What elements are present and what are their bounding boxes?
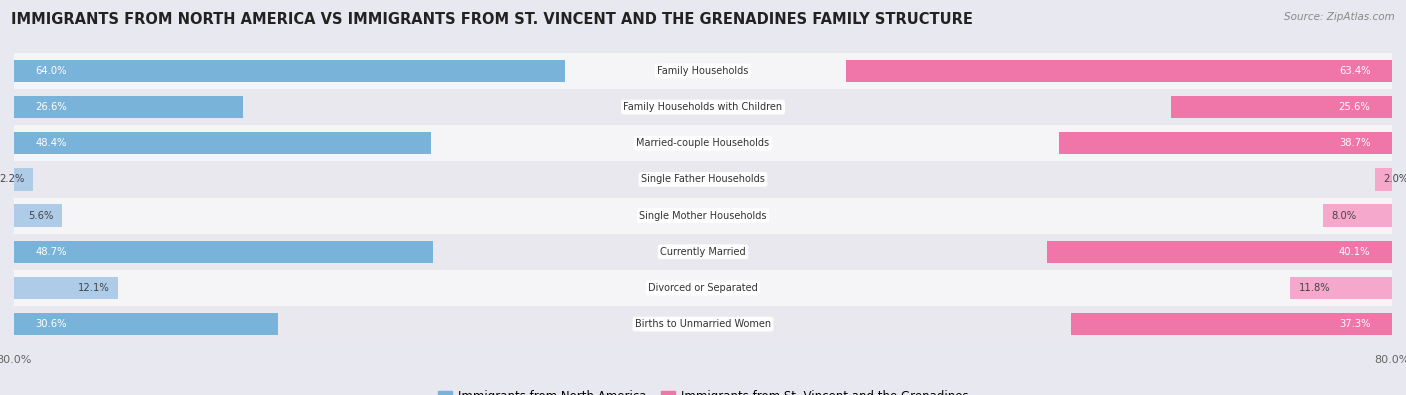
- Text: 48.4%: 48.4%: [35, 138, 67, 148]
- Text: Family Households: Family Households: [658, 66, 748, 76]
- Text: 48.7%: 48.7%: [35, 247, 67, 257]
- Bar: [1046, 241, 1392, 263]
- Bar: [14, 277, 118, 299]
- Text: 25.6%: 25.6%: [1339, 102, 1371, 112]
- Text: 37.3%: 37.3%: [1339, 319, 1371, 329]
- Text: 40.1%: 40.1%: [1339, 247, 1371, 257]
- Bar: [14, 125, 1392, 161]
- Text: 38.7%: 38.7%: [1339, 138, 1371, 148]
- Bar: [1323, 204, 1392, 227]
- Text: IMMIGRANTS FROM NORTH AMERICA VS IMMIGRANTS FROM ST. VINCENT AND THE GRENADINES : IMMIGRANTS FROM NORTH AMERICA VS IMMIGRA…: [11, 12, 973, 27]
- Bar: [14, 306, 1392, 342]
- Bar: [14, 53, 1392, 89]
- Bar: [14, 234, 1392, 270]
- Bar: [14, 161, 1392, 198]
- Text: Source: ZipAtlas.com: Source: ZipAtlas.com: [1284, 12, 1395, 22]
- Text: 2.2%: 2.2%: [0, 175, 24, 184]
- Text: Divorced or Separated: Divorced or Separated: [648, 283, 758, 293]
- Text: 11.8%: 11.8%: [1299, 283, 1330, 293]
- Text: 63.4%: 63.4%: [1339, 66, 1371, 76]
- Bar: [14, 89, 1392, 125]
- Bar: [14, 168, 32, 191]
- Text: Single Father Households: Single Father Households: [641, 175, 765, 184]
- Bar: [14, 313, 277, 335]
- Legend: Immigrants from North America, Immigrants from St. Vincent and the Grenadines: Immigrants from North America, Immigrant…: [433, 385, 973, 395]
- Bar: [1171, 96, 1392, 118]
- Text: Single Mother Households: Single Mother Households: [640, 211, 766, 220]
- Bar: [14, 60, 565, 82]
- Text: 5.6%: 5.6%: [28, 211, 53, 220]
- Bar: [14, 96, 243, 118]
- Text: 2.0%: 2.0%: [1384, 175, 1406, 184]
- Bar: [14, 132, 430, 154]
- Bar: [1071, 313, 1392, 335]
- Bar: [14, 198, 1392, 234]
- Text: 30.6%: 30.6%: [35, 319, 67, 329]
- Text: Family Households with Children: Family Households with Children: [623, 102, 783, 112]
- Bar: [1375, 168, 1392, 191]
- Text: 8.0%: 8.0%: [1331, 211, 1357, 220]
- Text: 26.6%: 26.6%: [35, 102, 67, 112]
- Bar: [1291, 277, 1392, 299]
- Bar: [14, 204, 62, 227]
- Text: Currently Married: Currently Married: [661, 247, 745, 257]
- Text: 12.1%: 12.1%: [77, 283, 110, 293]
- Bar: [14, 241, 433, 263]
- Bar: [846, 60, 1392, 82]
- Text: 64.0%: 64.0%: [35, 66, 67, 76]
- Bar: [1059, 132, 1392, 154]
- Text: Births to Unmarried Women: Births to Unmarried Women: [636, 319, 770, 329]
- Text: Married-couple Households: Married-couple Households: [637, 138, 769, 148]
- Bar: [14, 270, 1392, 306]
